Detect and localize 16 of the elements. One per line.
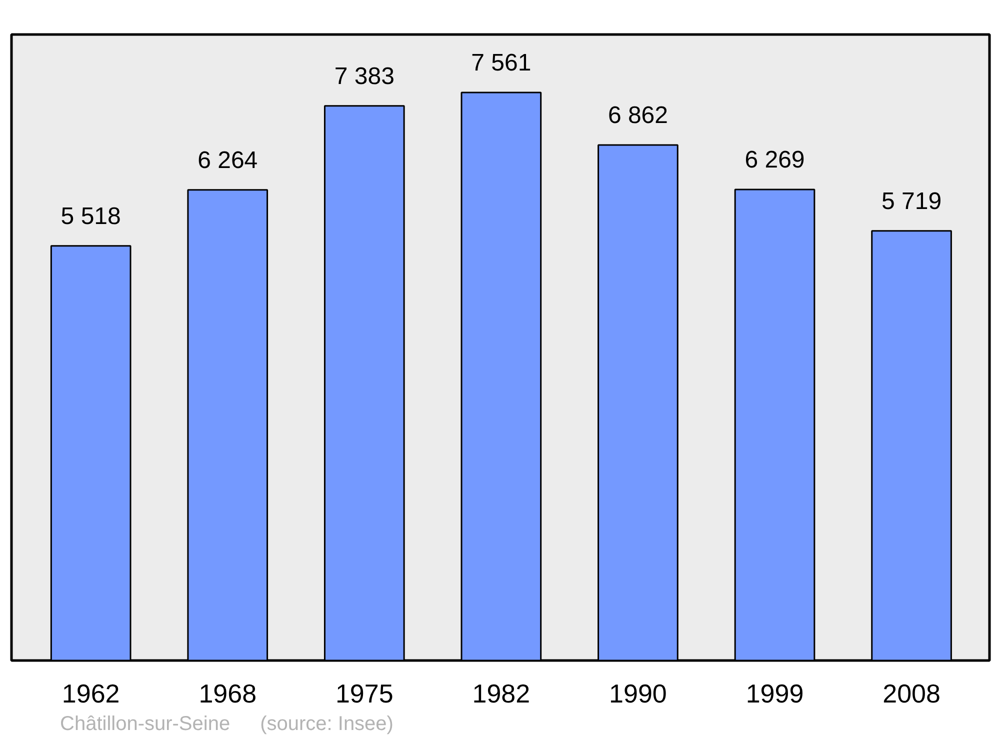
x-tick-label: 2008	[882, 678, 940, 708]
x-tick-label: 1968	[198, 678, 257, 708]
data-label: 7 383	[334, 62, 394, 90]
data-label: 5 719	[882, 188, 942, 215]
data-label: 6 862	[608, 102, 668, 129]
x-tick-label: 1999	[746, 678, 804, 708]
text: (source: Insee)	[260, 712, 394, 737]
x-tick-label: 1990	[609, 678, 667, 708]
text: Châtillon-sur-Seine	[60, 712, 230, 737]
x-tick-label: 1975	[335, 678, 394, 708]
data-label: 7 561	[471, 49, 532, 76]
x-tick-label: 1962	[62, 678, 120, 708]
data-label: 6 269	[744, 146, 805, 174]
data-label: 6 264	[198, 146, 258, 174]
data-label: 5 518	[60, 202, 121, 230]
x-tick-label: 1982	[472, 678, 530, 708]
